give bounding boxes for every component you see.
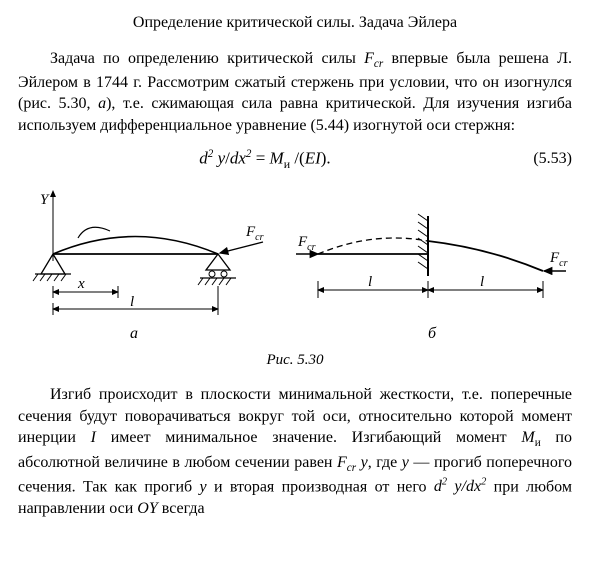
- subfigure-b: Fcr Fcr l l б: [296, 214, 568, 342]
- equation-row: d2 y/dx2 = Mи /(EI). (5.53): [18, 147, 572, 172]
- svg-text:l: l: [480, 274, 484, 290]
- svg-text:Fcr: Fcr: [297, 234, 316, 253]
- figure-caption: Рис. 5.30: [18, 350, 572, 370]
- paragraph-1: Задача по определению критической силы F…: [18, 48, 572, 137]
- figure-5-30: Y Fcr: [18, 186, 572, 346]
- svg-text:l: l: [368, 274, 372, 290]
- svg-text:б: б: [428, 325, 437, 342]
- svg-text:x: x: [77, 276, 85, 292]
- svg-text:а: а: [130, 325, 138, 342]
- subfigure-a: Y Fcr: [33, 191, 264, 342]
- svg-text:Y: Y: [40, 192, 50, 208]
- paragraph-2: Изгиб происходит в плоскости минимальной…: [18, 384, 572, 519]
- svg-text:Fcr: Fcr: [245, 224, 264, 243]
- equation-body: d2 y/dx2 = Mи /(EI).: [18, 147, 512, 172]
- section-title: Определение критической силы. Задача Эйл…: [18, 12, 572, 34]
- svg-text:l: l: [130, 294, 134, 310]
- equation-number: (5.53): [512, 148, 572, 170]
- svg-text:Fcr: Fcr: [549, 250, 568, 269]
